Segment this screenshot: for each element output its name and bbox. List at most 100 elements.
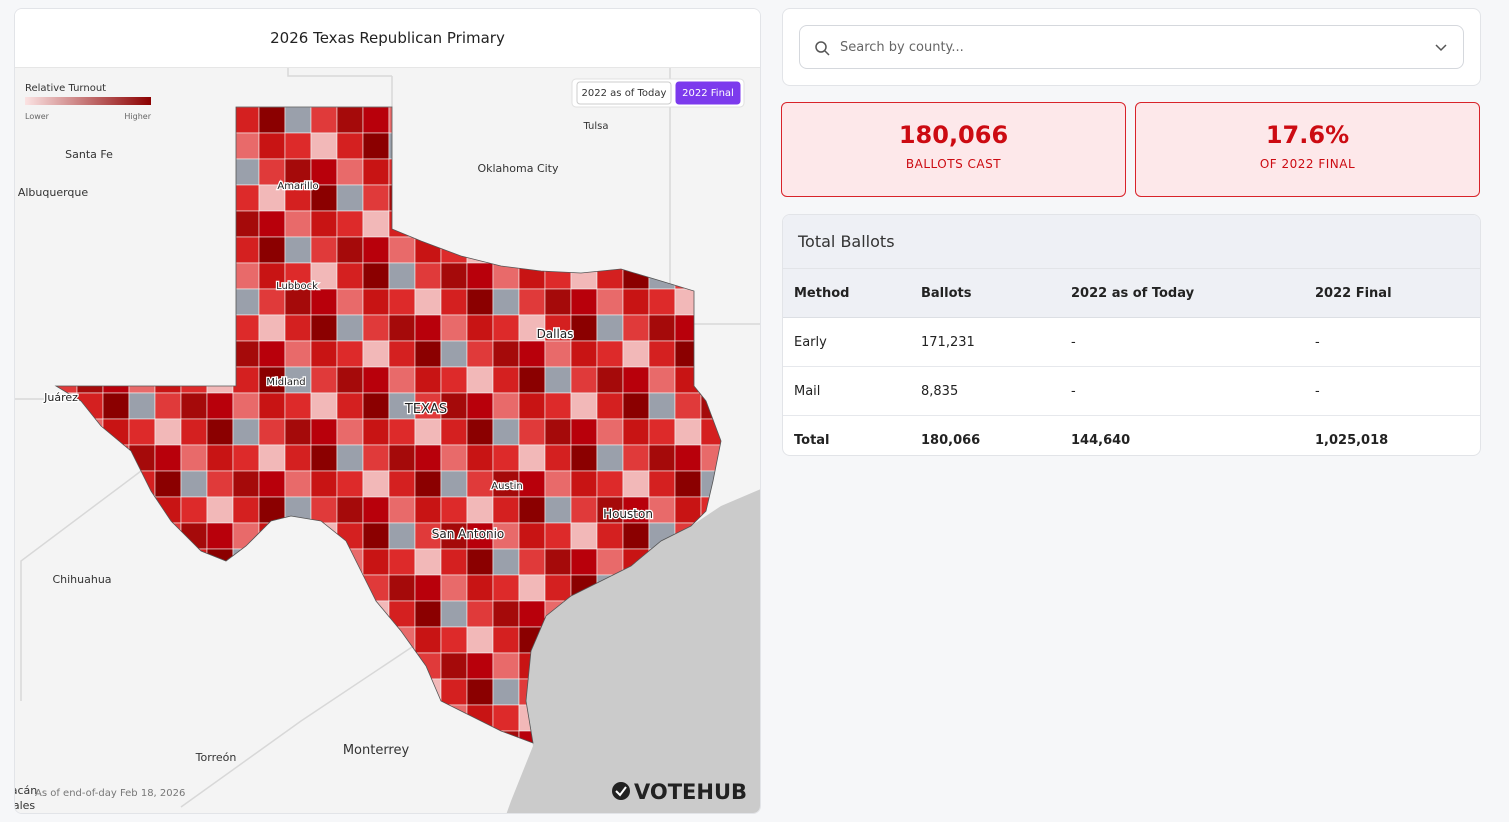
place-label: Albuquerque (18, 186, 89, 199)
county (336, 132, 364, 160)
table-cell: 8,835 (920, 366, 1070, 416)
place-label: Monterrey (343, 743, 410, 758)
county (180, 418, 208, 446)
county (258, 470, 286, 498)
county (466, 600, 494, 628)
county (232, 340, 260, 368)
place-label: Austin (491, 481, 522, 492)
county (154, 444, 182, 472)
column-header: Ballots (920, 269, 1070, 318)
county (336, 444, 364, 472)
county (284, 444, 312, 472)
legend-bar (25, 97, 151, 105)
county (388, 444, 416, 472)
map[interactable]: Relative Turnout Lower Higher 2022 as of To… (15, 9, 761, 814)
county (388, 236, 416, 264)
county (154, 470, 182, 498)
table-cell: - (1314, 317, 1480, 367)
county (440, 418, 468, 446)
county (232, 262, 260, 290)
legend-low: Lower (25, 112, 50, 121)
county (154, 392, 182, 420)
county (466, 262, 494, 290)
county (544, 522, 572, 550)
county (206, 444, 234, 472)
county (466, 678, 494, 706)
county (388, 522, 416, 550)
county (518, 366, 546, 394)
table-cell: - (1314, 366, 1480, 416)
place-label: Juárez (43, 391, 78, 404)
county (518, 418, 546, 446)
county (336, 418, 364, 446)
county (232, 158, 260, 186)
county (492, 704, 520, 732)
county (492, 288, 520, 316)
county (440, 574, 468, 602)
county (570, 444, 598, 472)
county (648, 470, 676, 498)
table-cell: 180,066 (921, 432, 981, 448)
county (284, 184, 312, 212)
county (362, 158, 390, 186)
column-header: Method (783, 269, 920, 318)
county (466, 522, 494, 550)
county (388, 262, 416, 290)
county (440, 626, 468, 654)
county (232, 470, 260, 498)
table-cell: 171,231 (920, 317, 1070, 367)
county (492, 392, 520, 420)
stat-label: OF 2022 FINAL (1259, 157, 1356, 171)
toggle-button[interactable] (576, 81, 672, 105)
ballots-table: Method Ballots 2022 as of Today 2022 Final E… (783, 269, 1480, 456)
county (232, 184, 260, 212)
county (414, 548, 442, 576)
county (570, 340, 598, 368)
county (284, 288, 312, 316)
county (518, 496, 546, 524)
county (310, 444, 338, 472)
county (180, 496, 208, 524)
county (206, 496, 234, 524)
county (466, 392, 494, 420)
search-box[interactable]: Search by county... (799, 25, 1464, 69)
toggle-button[interactable] (675, 81, 741, 105)
county (388, 574, 416, 602)
county (232, 366, 260, 394)
county (128, 418, 156, 446)
dropdown-chevron (1435, 44, 1447, 52)
county (258, 340, 286, 368)
county (596, 366, 624, 394)
county (440, 470, 468, 498)
county (284, 236, 312, 264)
gulf-water (506, 489, 760, 813)
county (544, 288, 572, 316)
county (570, 418, 598, 446)
county (232, 236, 260, 264)
county (180, 392, 208, 420)
place-label: TEXAS (404, 402, 447, 417)
county (622, 392, 650, 420)
county (570, 470, 598, 498)
county (622, 366, 650, 394)
toggle-label[interactable]: 2022 Final (682, 88, 734, 99)
county (206, 522, 234, 550)
county (622, 496, 650, 524)
county (570, 366, 598, 394)
county (466, 340, 494, 368)
county (492, 340, 520, 368)
stat-card: 17.6% OF 2022 FINAL (1135, 102, 1480, 197)
county (518, 314, 546, 342)
county (440, 366, 468, 394)
county (674, 418, 702, 446)
map-panel: Relative Turnout Lower Higher 2022 as of To… (14, 8, 761, 814)
toggle-label[interactable]: 2022 as of Today (582, 88, 667, 99)
table-row: Total 180,066 144,640 1,025,018 (783, 416, 1480, 456)
county (622, 314, 650, 342)
table-cell: 144,640 (1071, 432, 1131, 448)
county (362, 522, 390, 550)
county (570, 288, 598, 316)
county (466, 496, 494, 524)
table-cell: - (1070, 366, 1314, 416)
